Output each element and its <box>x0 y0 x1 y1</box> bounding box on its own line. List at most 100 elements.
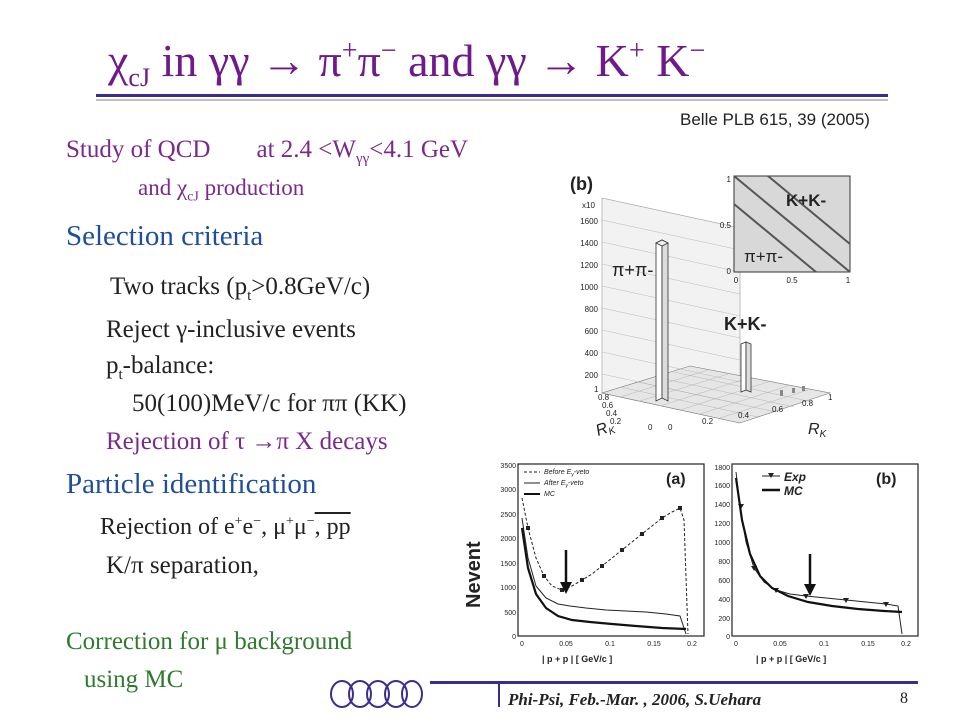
panel-b-xtick-2: 0.1 <box>819 641 829 648</box>
inset-label-pipi: π+π- <box>744 247 783 266</box>
panel-b-ytick-2: 1400 <box>714 502 730 509</box>
slide-title: χcJ in γγ → π+π− and γγ → K+ K− <box>108 34 705 91</box>
panel-b-ytick-5: 800 <box>718 559 730 566</box>
inset-ytick-2: 0 <box>727 267 732 276</box>
panel-a-after-curve <box>521 517 687 635</box>
panel-a-before-markers <box>526 506 682 592</box>
lego-label-pipi: π+π- <box>612 260 653 280</box>
lego-panel-label: (b) <box>570 174 593 194</box>
footer-rings <box>328 678 424 710</box>
panel-a-xtick-0: 0 <box>520 641 524 648</box>
footer-line-left <box>430 681 500 684</box>
title-plus1: + <box>341 35 358 67</box>
selection-heading: Selection criteria <box>66 220 264 252</box>
lego-inset: K+K- π+π- 1 0.5 0 0 0.5 1 <box>720 175 851 285</box>
panel-b-legend-mc: MC <box>784 484 803 498</box>
lego-exp-label: x10 <box>582 201 595 210</box>
inset-xtick-2: 1 <box>846 276 851 285</box>
selection-pt-balance: pt-balance: <box>106 352 214 383</box>
panel-a-mc-curve <box>520 527 687 631</box>
panel-b: 1800 1600 1400 1200 1000 800 600 400 200… <box>714 463 919 664</box>
panel-b-mc-curve <box>734 477 903 614</box>
panel-b-label: (b) <box>876 471 896 488</box>
pid-rej-b: e <box>242 514 254 540</box>
axis-rk-right: RK <box>808 421 828 440</box>
lego-ytick-6: 400 <box>585 349 599 358</box>
panel-b-ytick-4: 1000 <box>714 540 730 547</box>
panel-a-legend-after: After Eγ-veto <box>543 480 584 489</box>
panel-a-xlabel: | p + p | [ GeV/c ] <box>542 654 612 664</box>
selection-two-tracks: Two tracks (pt>0.8GeV/c) <box>110 273 371 304</box>
study-line1-a: Study of QCD <box>66 136 211 163</box>
panel-b-xtick-1: 0.05 <box>773 641 787 648</box>
lego-plot-svg: (b) x10 1 <box>540 168 860 450</box>
panel-a-ytick-2: 2500 <box>500 512 516 519</box>
pid-rejection: Rejection of e+e−, μ+μ−, pp <box>100 514 351 541</box>
footer-line-vertical <box>498 681 500 707</box>
panel-b-ytick-0: 1800 <box>714 465 730 472</box>
page-number: 8 <box>900 690 908 707</box>
floor-left-tick-4: 0.2 <box>610 417 622 426</box>
rings-svg <box>330 680 423 708</box>
panel-b-arrowhead <box>804 584 816 596</box>
floor-left-tick-3: 0.4 <box>606 409 618 418</box>
floor-right-tick-4: 0.8 <box>802 399 814 408</box>
pid-rej-sup2: − <box>253 514 262 529</box>
inset-ytick-1: 0.5 <box>720 221 732 230</box>
panel-b-xtick-3: 0.15 <box>861 641 875 648</box>
panel-a-legend-mc: MC <box>544 491 556 498</box>
floor-right-tick-1: 0.2 <box>702 417 714 426</box>
study-line1: Study of QCD at 2.4 <Wγγ<4.1 GeV <box>66 136 469 167</box>
footer-text: Phi-Psi, Feb.-Mar. , 2006, S.Uehara <box>508 690 762 709</box>
panel-a-legend-before: Before Eγ-veto <box>544 469 589 478</box>
panel-b-xtick-4: 0.2 <box>901 641 911 648</box>
study-line2-sub: cJ <box>187 189 199 205</box>
lego-ytick-7: 200 <box>585 371 599 380</box>
panel-b-xtick-0: 0 <box>734 641 738 648</box>
floor-right-tick-0: 0 <box>668 423 673 432</box>
histogram-svg: Nevent 3500 3000 2500 2000 1500 1000 500… <box>463 458 926 678</box>
pid-heading: Particle identification <box>66 468 317 500</box>
study-line2: and χcJ production <box>138 175 305 204</box>
selection-rejection-tau: Rejection of τ →π X decays <box>106 428 388 455</box>
panel-b-ytick-6: 600 <box>718 578 730 585</box>
study-line2-b: production <box>198 175 305 200</box>
panel-b-ytick-8: 200 <box>718 616 730 623</box>
panel-b-legend-exp: Exp <box>784 470 806 484</box>
title-plus2: + <box>628 35 645 67</box>
title-chi: χ <box>108 35 129 86</box>
study-line1-c: <4.1 GeV <box>369 136 469 163</box>
panel-a-label: (a) <box>666 471 686 488</box>
two-tracks-b: >0.8GeV/c) <box>251 273 371 300</box>
selection-pt-balance-values: 50(100)MeV/c for ππ (KK) <box>132 390 407 417</box>
floor-left-tick-5: 0 <box>648 423 653 432</box>
title-gg1: γγ <box>208 35 250 86</box>
title-k2: K <box>644 35 690 86</box>
panel-a-ytick-3: 2000 <box>500 536 516 543</box>
inset-ytick-0: 1 <box>727 175 732 184</box>
lego-ytick-4: 800 <box>585 305 599 314</box>
pid-rej-a: Rejection of e <box>100 514 235 540</box>
selection-reject-gamma: Reject γ-inclusive events <box>106 316 356 343</box>
panel-a-ytick-4: 1500 <box>500 561 516 568</box>
pid-rej-e: , pp <box>314 514 351 540</box>
lego-ytick-5: 600 <box>585 327 599 336</box>
pid-rej-d: μ <box>293 514 307 540</box>
title-underline-shadow <box>96 99 888 101</box>
inset-xtick-1: 0.5 <box>786 276 798 285</box>
pid-rej-c: , μ <box>261 514 286 540</box>
panel-a-ytick-7: 0 <box>512 634 516 641</box>
study-line1-b: at 2.4 <W <box>256 136 356 163</box>
pid-rej-sup4: − <box>306 514 315 529</box>
lego-bar-kk <box>740 341 752 393</box>
inset-xtick-0: 0 <box>734 276 739 285</box>
title-in: in <box>150 35 209 86</box>
two-tracks-a: Two tracks (p <box>110 273 248 300</box>
panel-a-arrowhead <box>560 582 572 594</box>
title-minus1: − <box>380 35 397 67</box>
lego-ytick-2: 1200 <box>580 261 598 270</box>
histogram-ylabel: Nevent <box>466 541 485 608</box>
pt-balance-sub: t <box>118 367 123 383</box>
citation: Belle PLB 615, 39 (2005) <box>680 110 870 129</box>
panel-b-ytick-7: 400 <box>718 597 730 604</box>
